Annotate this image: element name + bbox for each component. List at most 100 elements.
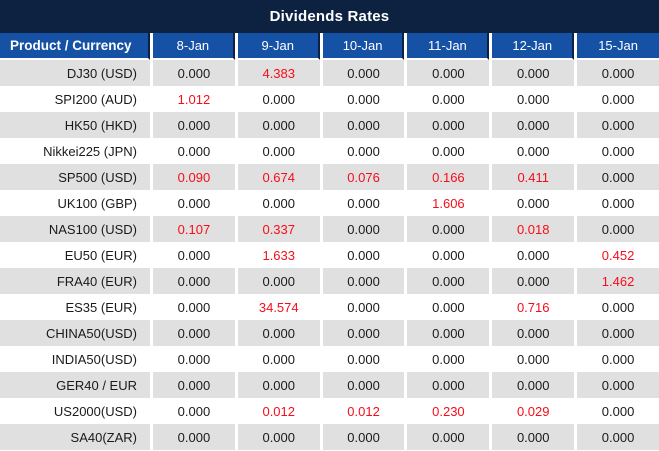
value-cell: 1.012 bbox=[150, 86, 235, 112]
value-cell: 0.000 bbox=[150, 346, 235, 372]
table-row: INDIA50(USD) 0.000 0.000 0.000 0.000 0.000 0.0… bbox=[0, 346, 659, 372]
value-cell: 4.383 bbox=[234, 60, 320, 86]
product-cell: EU50 (EUR) bbox=[0, 242, 150, 268]
value-cell: 0.000 bbox=[404, 372, 490, 398]
table-row: HK50 (HKD) 0.000 0.000 0.000 0.000 0.000 0.000 bbox=[0, 112, 659, 138]
value-cell: 0.000 bbox=[150, 294, 235, 320]
value-cell: 0.000 bbox=[234, 112, 320, 138]
value-cell: 0.000 bbox=[234, 138, 320, 164]
product-cell: UK100 (GBP) bbox=[0, 190, 150, 216]
value-cell: 0.000 bbox=[150, 398, 235, 424]
value-cell: 0.000 bbox=[404, 320, 490, 346]
value-cell: 0.000 bbox=[234, 320, 320, 346]
value-cell: 0.000 bbox=[234, 346, 320, 372]
value-cell: 0.337 bbox=[234, 216, 320, 242]
column-header-12-jan: 12-Jan bbox=[489, 33, 575, 60]
value-cell: 0.012 bbox=[319, 398, 405, 424]
value-cell: 0.000 bbox=[404, 86, 490, 112]
value-cell: 0.000 bbox=[404, 138, 490, 164]
value-cell: 1.462 bbox=[574, 268, 659, 294]
dividends-table: Product / Currency 8-Jan 9-Jan 10-Jan 11-Ja… bbox=[0, 33, 659, 450]
value-cell: 0.000 bbox=[489, 60, 575, 86]
value-cell: 0.000 bbox=[150, 60, 235, 86]
value-cell: 0.000 bbox=[319, 112, 405, 138]
value-cell: 0.000 bbox=[574, 320, 659, 346]
value-cell: 0.000 bbox=[404, 346, 490, 372]
value-cell: 0.000 bbox=[404, 424, 490, 450]
value-cell: 0.166 bbox=[404, 164, 490, 190]
product-cell: CHINA50(USD) bbox=[0, 320, 150, 346]
product-cell: HK50 (HKD) bbox=[0, 112, 150, 138]
value-cell: 0.000 bbox=[150, 112, 235, 138]
value-cell: 0.716 bbox=[489, 294, 575, 320]
column-header-10-jan: 10-Jan bbox=[319, 33, 405, 60]
value-cell: 0.000 bbox=[319, 138, 405, 164]
table-row: DJ30 (USD) 0.000 4.383 0.000 0.000 0.000 0.000 bbox=[0, 60, 659, 86]
value-cell: 0.000 bbox=[574, 346, 659, 372]
product-cell: Nikkei225 (JPN) bbox=[0, 138, 150, 164]
value-cell: 0.000 bbox=[489, 242, 575, 268]
value-cell: 0.411 bbox=[489, 164, 575, 190]
value-cell: 0.000 bbox=[574, 216, 659, 242]
value-cell: 0.000 bbox=[574, 86, 659, 112]
value-cell: 0.000 bbox=[574, 294, 659, 320]
value-cell: 1.606 bbox=[404, 190, 490, 216]
value-cell: 0.452 bbox=[574, 242, 659, 268]
value-cell: 0.000 bbox=[319, 242, 405, 268]
value-cell: 0.000 bbox=[319, 60, 405, 86]
value-cell: 0.000 bbox=[489, 138, 575, 164]
product-cell: NAS100 (USD) bbox=[0, 216, 150, 242]
value-cell: 0.000 bbox=[489, 372, 575, 398]
value-cell: 0.000 bbox=[574, 190, 659, 216]
table-row: US2000(USD) 0.000 0.012 0.012 0.230 0.029 0.00… bbox=[0, 398, 659, 424]
value-cell: 0.000 bbox=[404, 112, 490, 138]
table-row: CHINA50(USD) 0.000 0.000 0.000 0.000 0.000 0.0… bbox=[0, 320, 659, 346]
value-cell: 0.012 bbox=[234, 398, 320, 424]
value-cell: 0.000 bbox=[234, 86, 320, 112]
table-row: UK100 (GBP) 0.000 0.000 0.000 1.606 0.000 0.00… bbox=[0, 190, 659, 216]
table-row: SP500 (USD) 0.090 0.674 0.076 0.166 0.411 0.00… bbox=[0, 164, 659, 190]
value-cell: 34.574 bbox=[234, 294, 320, 320]
column-header-15-jan: 15-Jan bbox=[574, 33, 659, 60]
product-cell: GER40 / EUR bbox=[0, 372, 150, 398]
value-cell: 0.000 bbox=[150, 242, 235, 268]
product-cell: INDIA50(USD) bbox=[0, 346, 150, 372]
value-cell: 0.000 bbox=[489, 86, 575, 112]
value-cell: 0.000 bbox=[150, 320, 235, 346]
value-cell: 0.000 bbox=[319, 372, 405, 398]
value-cell: 0.090 bbox=[150, 164, 235, 190]
value-cell: 0.000 bbox=[574, 398, 659, 424]
table-row: SA40(ZAR) 0.000 0.000 0.000 0.000 0.000 0.000 bbox=[0, 424, 659, 450]
value-cell: 0.000 bbox=[404, 216, 490, 242]
value-cell: 0.000 bbox=[574, 112, 659, 138]
value-cell: 0.000 bbox=[404, 60, 490, 86]
value-cell: 0.000 bbox=[234, 424, 320, 450]
column-header-9-jan: 9-Jan bbox=[234, 33, 320, 60]
column-header-8-jan: 8-Jan bbox=[150, 33, 235, 60]
value-cell: 0.230 bbox=[404, 398, 490, 424]
table-row: SPI200 (AUD) 1.012 0.000 0.000 0.000 0.000 0.0… bbox=[0, 86, 659, 112]
value-cell: 0.000 bbox=[150, 424, 235, 450]
value-cell: 0.076 bbox=[319, 164, 405, 190]
product-cell: ES35 (EUR) bbox=[0, 294, 150, 320]
table-row: GER40 / EUR 0.000 0.000 0.000 0.000 0.000 0.00… bbox=[0, 372, 659, 398]
product-cell: SA40(ZAR) bbox=[0, 424, 150, 450]
value-cell: 0.000 bbox=[319, 346, 405, 372]
value-cell: 0.000 bbox=[319, 294, 405, 320]
value-cell: 0.000 bbox=[489, 268, 575, 294]
value-cell: 0.000 bbox=[150, 372, 235, 398]
value-cell: 0.000 bbox=[150, 190, 235, 216]
value-cell: 0.000 bbox=[489, 190, 575, 216]
value-cell: 0.000 bbox=[150, 268, 235, 294]
product-cell: US2000(USD) bbox=[0, 398, 150, 424]
value-cell: 0.000 bbox=[574, 138, 659, 164]
value-cell: 0.000 bbox=[319, 86, 405, 112]
value-cell: 0.000 bbox=[404, 268, 490, 294]
value-cell: 0.018 bbox=[489, 216, 575, 242]
value-cell: 0.029 bbox=[489, 398, 575, 424]
table-row: NAS100 (USD) 0.107 0.337 0.000 0.000 0.018 0.0… bbox=[0, 216, 659, 242]
table-body: DJ30 (USD) 0.000 4.383 0.000 0.000 0.000 0.000… bbox=[0, 60, 659, 450]
value-cell: 0.000 bbox=[574, 60, 659, 86]
value-cell: 0.000 bbox=[489, 112, 575, 138]
